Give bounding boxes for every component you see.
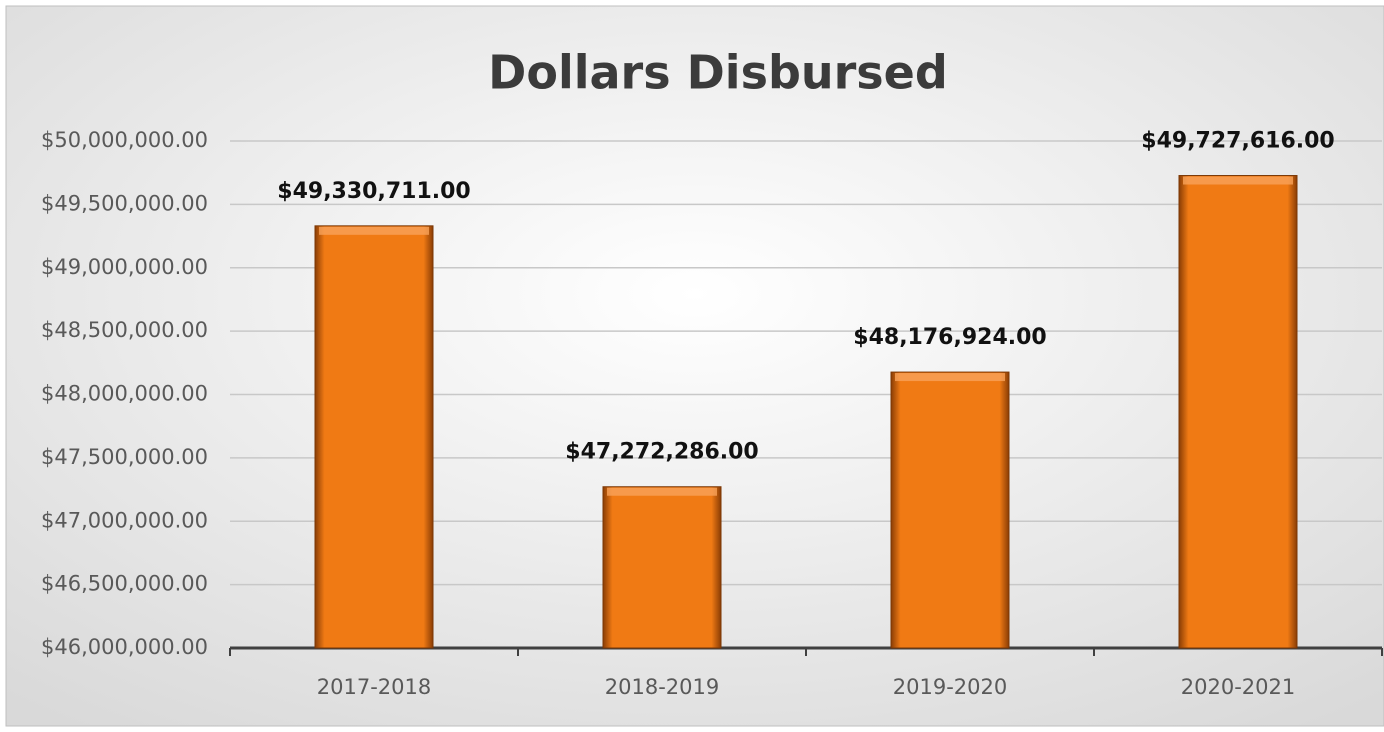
y-tick-label: $49,500,000.00 [41,191,208,215]
y-tick-label: $47,500,000.00 [41,445,208,469]
y-tick-label: $47,000,000.00 [41,508,208,532]
bar [1178,175,1298,649]
bar [602,486,722,649]
chart-title: Dollars Disbursed [488,46,948,100]
bar-highlight [895,373,1005,382]
y-tick-label: $48,500,000.00 [41,318,208,342]
bar-highlight [1183,176,1293,185]
bar [890,371,1010,649]
y-tick-label: $46,500,000.00 [41,572,208,596]
x-tick-label: 2019-2020 [893,675,1007,699]
data-label: $49,330,711.00 [277,179,470,204]
y-tick-label: $48,000,000.00 [41,382,208,406]
bar [314,225,434,649]
bar-highlight [607,487,717,496]
x-tick-label: 2017-2018 [317,675,431,699]
x-tick-label: 2020-2021 [1181,675,1295,699]
y-tick-label: $49,000,000.00 [41,255,208,279]
data-label: $48,176,924.00 [853,325,1046,350]
bar-highlight [319,226,429,235]
x-tick-label: 2018-2019 [605,675,719,699]
data-label: $47,272,286.00 [565,440,758,465]
y-tick-label: $50,000,000.00 [41,128,208,152]
y-tick-label: $46,000,000.00 [41,635,208,659]
data-label: $49,727,616.00 [1141,129,1334,154]
